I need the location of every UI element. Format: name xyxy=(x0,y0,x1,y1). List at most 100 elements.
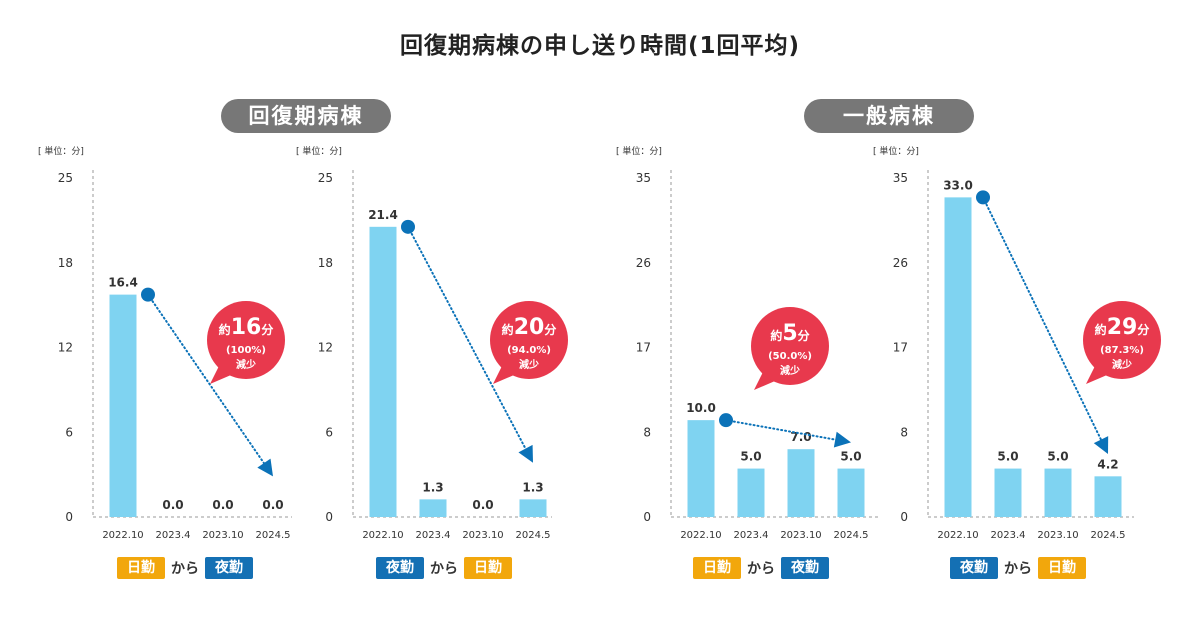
data-label: 4.2 xyxy=(1097,457,1118,471)
callout-suffix: 分 xyxy=(798,328,810,343)
y-tick-label: 35 xyxy=(636,171,651,185)
callout-note: 減少 xyxy=(1112,358,1132,371)
section-label-general: 一般病棟 xyxy=(804,99,974,133)
unit-label: [ 単位：分] xyxy=(616,147,662,157)
trend-arrow-line xyxy=(407,225,531,457)
night-shift-tag: 夜勤 xyxy=(376,557,424,579)
trend-arrow-line xyxy=(147,293,270,471)
bar xyxy=(994,468,1022,517)
legend-chart-3: 日勤 から 夜勤 xyxy=(693,557,829,579)
bar xyxy=(944,197,972,517)
reduction-callout: 約20分 (94.0%) 減少 xyxy=(490,301,568,384)
bar xyxy=(687,420,715,517)
y-tick-label: 0 xyxy=(325,510,333,524)
unit-label: [ 単位：分] xyxy=(38,147,84,157)
x-tick-label: 2023.4 xyxy=(734,530,769,541)
bar xyxy=(1094,476,1122,517)
y-tick-label: 25 xyxy=(58,171,73,185)
callout-note: 減少 xyxy=(519,358,539,371)
x-tick-label: 2023.4 xyxy=(416,530,451,541)
legend-chart-2: 夜勤 から 日勤 xyxy=(376,557,512,579)
callout-bubble xyxy=(751,307,829,385)
trend-arrow-head xyxy=(833,431,851,448)
legend-connector: から xyxy=(1004,561,1032,577)
trend-arrow-line xyxy=(725,419,845,443)
day-shift-tag: 日勤 xyxy=(117,557,165,579)
x-tick-label: 2024.5 xyxy=(516,530,551,541)
y-tick-label: 6 xyxy=(325,425,333,439)
data-label: 21.4 xyxy=(368,208,398,222)
callout-amount: 約5分 xyxy=(770,321,809,346)
bar xyxy=(1044,468,1072,517)
callout-amount: 約20分 xyxy=(502,315,557,340)
day-shift-tag: 日勤 xyxy=(1038,557,1086,579)
day-shift-tag: 日勤 xyxy=(464,557,512,579)
x-tick-label: 2022.10 xyxy=(102,530,143,541)
x-tick-label: 2022.10 xyxy=(937,530,978,541)
bar xyxy=(419,499,447,517)
callout-amount: 約29分 xyxy=(1095,315,1150,340)
callout-amount: 約16分 xyxy=(219,315,274,340)
bar xyxy=(737,468,765,517)
callout-bubble xyxy=(207,301,285,379)
x-tick-label: 2023.10 xyxy=(1037,530,1078,541)
data-label: 5.0 xyxy=(740,450,761,464)
y-tick-label: 26 xyxy=(893,256,908,270)
unit-label: [ 単位：分] xyxy=(296,147,342,157)
page-title: 回復期病棟の申し送り時間(1回平均) xyxy=(399,33,801,59)
bar xyxy=(369,226,397,518)
x-tick-label: 2023.4 xyxy=(156,530,191,541)
data-label: 10.0 xyxy=(686,401,716,415)
x-tick-label: 2024.5 xyxy=(834,530,869,541)
callout-percent: (50.0%) xyxy=(768,351,812,362)
callout-prefix: 約 xyxy=(770,328,782,343)
callout-suffix: 分 xyxy=(544,322,556,337)
bar xyxy=(519,499,547,517)
x-tick-label: 2023.10 xyxy=(462,530,503,541)
y-tick-label: 0 xyxy=(900,510,908,524)
trend-arrow-line xyxy=(982,196,1106,448)
legend-connector: から xyxy=(430,561,458,577)
data-label: 16.4 xyxy=(108,276,138,290)
reduction-callout: 約29分 (87.3%) 減少 xyxy=(1083,301,1161,384)
x-tick-label: 2023.10 xyxy=(202,530,243,541)
x-tick-label: 2023.4 xyxy=(991,530,1026,541)
bar-chart-2: 0 6 12 18 25 21.4 2022.10 1.3 2023.4 0.0 2023.10 1.… xyxy=(318,170,568,541)
bar xyxy=(787,449,815,517)
y-tick-label: 8 xyxy=(643,425,651,439)
callout-bubble xyxy=(1083,301,1161,379)
unit-label: [ 単位：分] xyxy=(873,147,919,157)
data-label: 5.0 xyxy=(997,450,1018,464)
data-label: 5.0 xyxy=(840,450,861,464)
reduction-callout: 約5分 (50.0%) 減少 xyxy=(751,307,829,390)
night-shift-tag: 夜勤 xyxy=(781,557,829,579)
callout-value: 5 xyxy=(782,321,797,346)
legend-connector: から xyxy=(171,561,199,577)
x-tick-label: 2022.10 xyxy=(680,530,721,541)
y-tick-label: 0 xyxy=(643,510,651,524)
y-tick-label: 26 xyxy=(636,256,651,270)
y-tick-label: 12 xyxy=(58,341,73,355)
legend-chart-1: 日勤 から 夜勤 xyxy=(117,557,253,579)
bar xyxy=(109,294,137,517)
callout-bubble xyxy=(490,301,568,379)
trend-arrow-head xyxy=(518,444,533,463)
callout-suffix: 分 xyxy=(261,322,273,337)
callout-note: 減少 xyxy=(780,364,800,377)
trend-arrow-head xyxy=(257,458,273,477)
x-tick-label: 2023.10 xyxy=(780,530,821,541)
data-label: 33.0 xyxy=(943,178,973,192)
day-shift-tag: 日勤 xyxy=(693,557,741,579)
y-tick-label: 8 xyxy=(900,425,908,439)
callout-percent: (87.3%) xyxy=(1100,345,1144,356)
data-label: 5.0 xyxy=(1047,450,1068,464)
night-shift-tag: 夜勤 xyxy=(950,557,998,579)
data-label: 0.0 xyxy=(262,498,283,512)
data-label: 0.0 xyxy=(212,498,233,512)
reduction-callout: 約16分 (100%) 減少 xyxy=(207,301,285,384)
y-tick-label: 17 xyxy=(636,341,651,355)
night-shift-tag: 夜勤 xyxy=(205,557,253,579)
y-tick-label: 0 xyxy=(65,510,73,524)
callout-value: 16 xyxy=(231,315,262,340)
